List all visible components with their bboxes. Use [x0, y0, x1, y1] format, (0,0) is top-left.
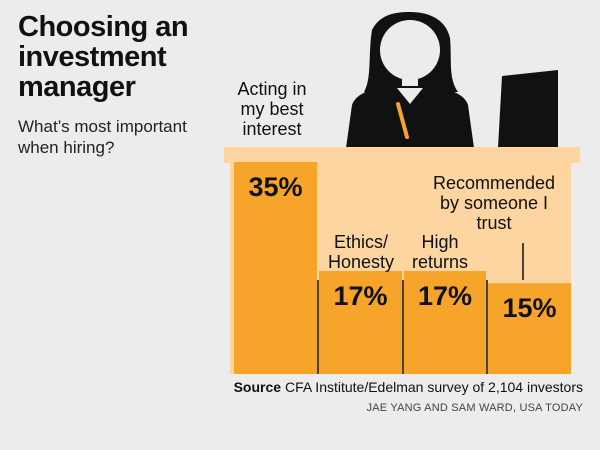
source-note: Source CFA Institute/Edelman survey of 2…: [234, 379, 583, 395]
category-label-line: trust: [476, 213, 511, 233]
bar-1: [234, 162, 317, 374]
category-label-line: Honesty: [328, 252, 394, 272]
category-label-line: Ethics/: [334, 232, 388, 252]
credit-line: JAE YANG AND SAM WARD, USA TODAY: [366, 402, 583, 414]
desk-top: [224, 147, 580, 163]
value-label-1: 35%: [248, 172, 302, 202]
category-label-line: by someone I: [440, 193, 548, 213]
chart-title: Choosing an investment manager: [18, 11, 189, 103]
category-label-1: Acting in my best interest: [237, 79, 306, 139]
businesswoman-illustration: [346, 12, 558, 148]
source-text: CFA Institute/Edelman survey of 2,104 in…: [284, 379, 583, 395]
category-label-line: returns: [412, 252, 468, 272]
chart-subtitle: What’s most important when hiring?: [18, 117, 187, 157]
bar-2: [319, 271, 402, 374]
category-label-line: High: [421, 232, 458, 252]
bar-3: [404, 271, 486, 374]
category-label-3: High returns: [412, 232, 468, 272]
category-label-line: Acting in: [237, 79, 306, 99]
value-label-4: 15%: [502, 293, 556, 323]
value-label-3: 17%: [418, 281, 472, 311]
category-label-line: my best: [240, 99, 303, 119]
category-label-line: Recommended: [433, 173, 555, 193]
source-label: Source: [233, 379, 282, 395]
category-label-line: interest: [242, 119, 301, 139]
value-label-2: 17%: [333, 281, 387, 311]
bar-4: [488, 283, 571, 374]
category-label-2: Ethics/Honesty: [328, 232, 394, 272]
